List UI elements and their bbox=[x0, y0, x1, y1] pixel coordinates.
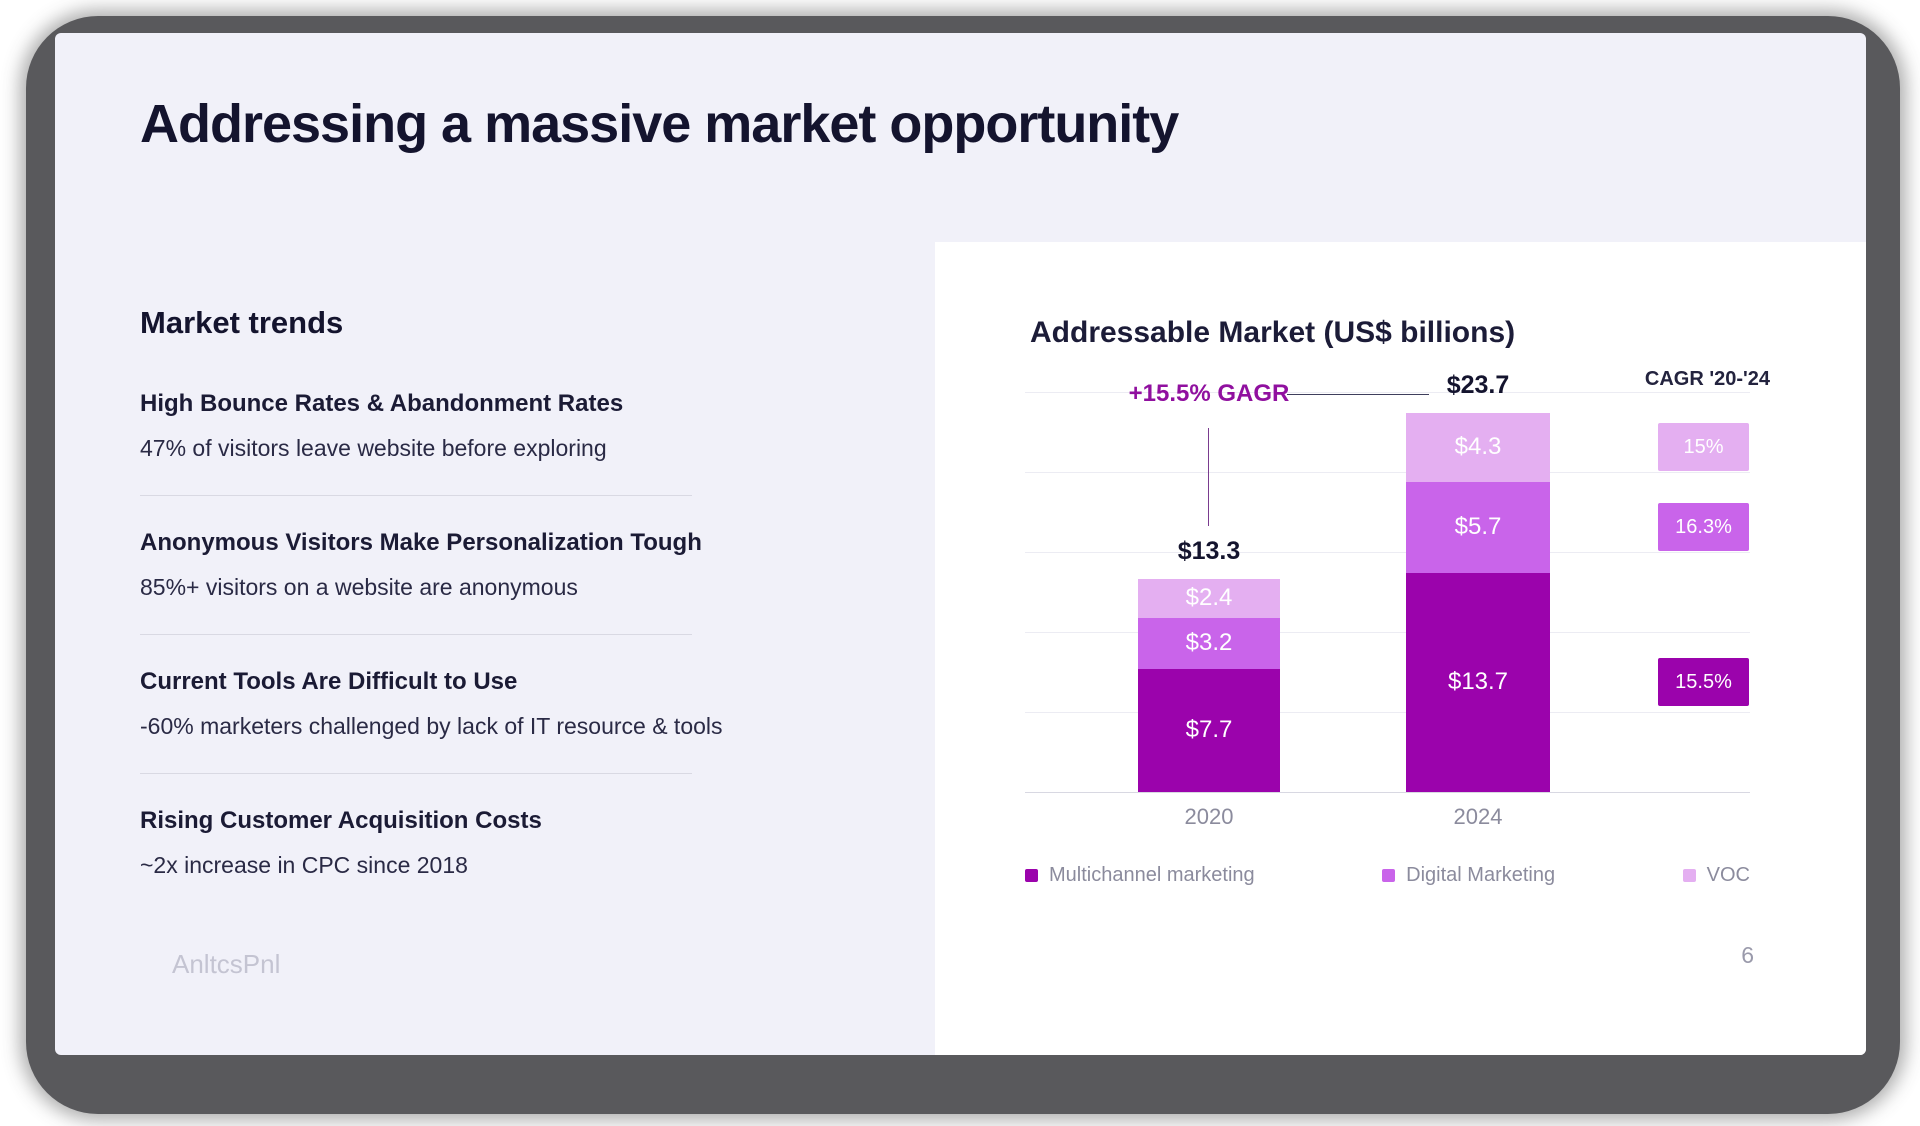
divider bbox=[140, 495, 692, 496]
bar-segment-value: $4.3 bbox=[1454, 433, 1502, 461]
bar-total-label: $23.7 bbox=[1446, 370, 1510, 399]
trend-desc: -60% marketers challenged by lack of IT … bbox=[140, 713, 723, 739]
slide: Addressing a massive market opportunity … bbox=[55, 33, 1866, 1055]
cagr-annotation: +15.5% GAGR bbox=[1128, 380, 1290, 407]
bar-total-label: $13.3 bbox=[1177, 537, 1241, 566]
x-axis-label: 2024 bbox=[1453, 804, 1503, 829]
stacked-bar-chart: $7.7 $3.2 $2.4 $13.3 2020 $13.7 $5.7 $4.3 $23.7 2… bbox=[935, 242, 1866, 1055]
slide-title: Addressing a massive market opportunity bbox=[140, 94, 1179, 154]
list-item: High Bounce Rates & Abandonment Rates 47… bbox=[140, 389, 920, 496]
trend-title: High Bounce Rates & Abandonment Rates bbox=[140, 390, 624, 417]
bar-segment-value: $7.7 bbox=[1185, 716, 1233, 744]
list-item: Current Tools Are Difficult to Use -60% … bbox=[140, 667, 920, 774]
divider bbox=[140, 773, 692, 774]
bar-segment: $7.7 bbox=[1138, 668, 1280, 792]
annotation-connector-line bbox=[1287, 394, 1429, 395]
x-axis-label: 2020 bbox=[1184, 804, 1234, 829]
legend-label: Digital Marketing bbox=[1406, 864, 1556, 886]
gridline bbox=[1025, 552, 1750, 553]
page-number: 6 bbox=[1741, 942, 1754, 968]
trend-title: Current Tools Are Difficult to Use bbox=[140, 668, 518, 695]
chart-title: Addressable Market (US$ billions) bbox=[1030, 316, 1516, 349]
bar-segment: $3.2 bbox=[1138, 617, 1280, 669]
legend-item: Multichannel marketing bbox=[1025, 864, 1255, 887]
gridline bbox=[1025, 712, 1750, 713]
annotation-connector-line bbox=[1208, 428, 1209, 526]
bar-segment: $2.4 bbox=[1138, 579, 1280, 618]
trend-desc: 47% of visitors leave website before exp… bbox=[140, 435, 607, 461]
footer-brand: AnltcsPnl bbox=[172, 949, 281, 979]
trend-desc: ~2x increase in CPC since 2018 bbox=[140, 852, 468, 878]
bar-segment-value: $3.2 bbox=[1185, 629, 1233, 657]
chart-legend: Multichannel marketing Digital Marketing V… bbox=[1025, 864, 1750, 887]
gridline bbox=[1025, 792, 1750, 793]
gridline bbox=[1025, 472, 1750, 473]
cagr-column-header: CAGR '20-'24 bbox=[1644, 368, 1770, 390]
legend-swatch bbox=[1025, 869, 1038, 882]
trend-title: Rising Customer Acquisition Costs bbox=[140, 807, 542, 834]
legend-label: VOC bbox=[1706, 864, 1750, 886]
gridline bbox=[1025, 632, 1750, 633]
bar-segment-value: $13.7 bbox=[1447, 668, 1509, 696]
chart-panel: Addressable Market (US$ billions) CAGR '… bbox=[935, 242, 1866, 1055]
trend-title: Anonymous Visitors Make Personalization … bbox=[140, 529, 702, 556]
bar-segment: $4.3 bbox=[1406, 412, 1550, 482]
cagr-badge: 15.5% bbox=[1658, 658, 1749, 707]
market-trends-heading: Market trends bbox=[140, 305, 344, 340]
bar-segment-value: $5.7 bbox=[1454, 513, 1502, 541]
market-trends-list: High Bounce Rates & Abandonment Rates 47… bbox=[140, 389, 920, 912]
trend-desc: 85%+ visitors on a website are anonymous bbox=[140, 574, 578, 600]
bar-segment: $13.7 bbox=[1406, 572, 1550, 792]
divider bbox=[140, 634, 692, 635]
gridline bbox=[1025, 392, 1750, 393]
list-item: Rising Customer Acquisition Costs ~2x in… bbox=[140, 806, 920, 880]
bar-segment-value: $2.4 bbox=[1185, 584, 1233, 612]
legend-label: Multichannel marketing bbox=[1049, 864, 1255, 886]
bar-segment: $5.7 bbox=[1406, 481, 1550, 573]
legend-swatch bbox=[1682, 869, 1696, 882]
legend-swatch bbox=[1382, 869, 1396, 882]
cagr-badge: 15% bbox=[1658, 423, 1749, 472]
list-item: Anonymous Visitors Make Personalization … bbox=[140, 528, 920, 635]
cagr-badge: 16.3% bbox=[1658, 503, 1749, 552]
legend-item: Digital Marketing bbox=[1382, 864, 1555, 887]
legend-item: VOC bbox=[1682, 864, 1750, 887]
